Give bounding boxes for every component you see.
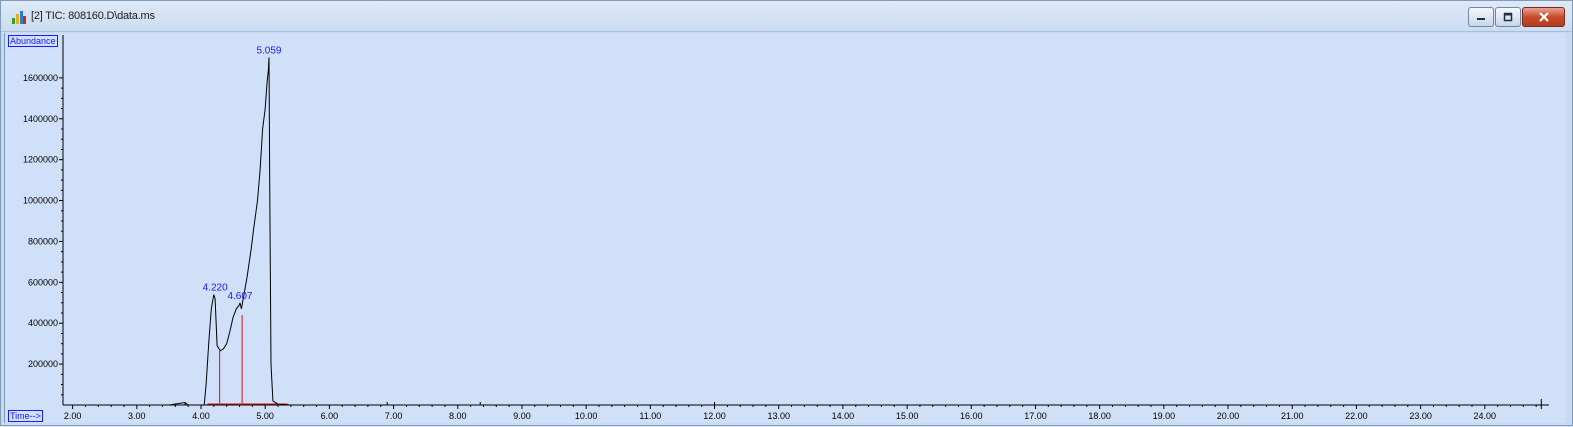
- close-button[interactable]: [1522, 7, 1565, 27]
- restore-icon: [1503, 12, 1513, 22]
- x-tick-label: 16.00: [960, 411, 983, 421]
- title-bar[interactable]: [2] TIC: 808160.D\data.ms: [1, 1, 1572, 32]
- x-tick-label: 6.00: [321, 411, 339, 421]
- x-tick-label: 22.00: [1345, 411, 1368, 421]
- x-tick-label: 14.00: [832, 411, 855, 421]
- chemstation-app-icon[interactable]: [11, 9, 27, 25]
- window-title: [2] TIC: 808160.D\data.ms: [31, 10, 155, 22]
- x-axis-label: Time-->: [8, 410, 43, 422]
- tic-trace: [63, 57, 1549, 406]
- x-tick-label: 3.00: [128, 411, 146, 421]
- chromatogram-plot-area[interactable]: [4, 33, 1566, 423]
- x-tick-label: 17.00: [1024, 411, 1047, 421]
- x-tick-label: 4.00: [192, 411, 210, 421]
- x-tick-label: 21.00: [1281, 411, 1304, 421]
- x-tick-label: 18.00: [1088, 411, 1111, 421]
- y-tick-label: 800000: [28, 236, 58, 246]
- y-axis-label: Abundance: [8, 35, 58, 47]
- y-tick-label: 1000000: [23, 196, 58, 206]
- x-tick-label: 24.00: [1474, 411, 1497, 421]
- close-icon: [1538, 12, 1549, 22]
- y-tick-label: 400000: [28, 318, 58, 328]
- x-tick-label: 13.00: [767, 411, 790, 421]
- x-tick-label: 5.00: [256, 411, 274, 421]
- x-tick-label: 15.00: [896, 411, 919, 421]
- x-tick-label: 8.00: [449, 411, 467, 421]
- x-tick-label: 12.00: [703, 411, 726, 421]
- x-tick-label: 11.00: [639, 411, 661, 421]
- x-tick-label: 19.00: [1153, 411, 1176, 421]
- x-tick-label: 9.00: [513, 411, 531, 421]
- maximize-button[interactable]: [1495, 7, 1521, 27]
- minimize-icon: [1477, 18, 1485, 20]
- peak-rt-label: 4.220: [203, 283, 228, 294]
- y-tick-label: 1200000: [23, 155, 58, 165]
- x-tick-label: 2.00: [64, 411, 82, 421]
- y-tick-label: 1600000: [23, 73, 58, 83]
- peak-rt-label: 4.607: [227, 291, 252, 302]
- x-tick-label: 20.00: [1217, 411, 1240, 421]
- y-tick-label: 1400000: [23, 114, 58, 124]
- x-tick-label: 23.00: [1409, 411, 1432, 421]
- peak-rt-label: 5.059: [256, 45, 281, 56]
- y-tick-label: 200000: [28, 359, 58, 369]
- x-tick-label: 7.00: [385, 411, 403, 421]
- minimize-button[interactable]: [1468, 7, 1494, 27]
- y-tick-label: 600000: [28, 277, 58, 287]
- x-tick-label: 10.00: [575, 411, 598, 421]
